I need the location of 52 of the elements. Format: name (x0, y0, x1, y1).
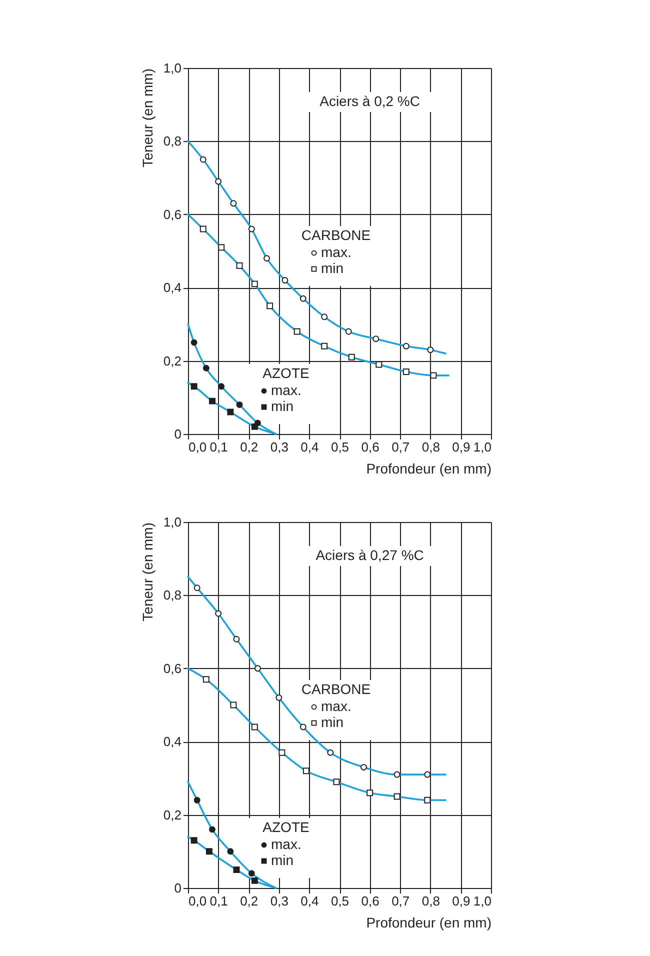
text: Aciers à 0,2 %C (320, 93, 420, 109)
legend-label: min (271, 852, 294, 868)
y-tick-label: 0,4 (163, 280, 182, 296)
x-axis-title: Profondeur (en mm) (366, 460, 492, 476)
y-tick-label: 0,6 (163, 660, 182, 676)
legend-label: max. (271, 382, 302, 398)
x-tick-label: 0,1 (210, 894, 228, 908)
x-tick-label: 0,2 (240, 440, 258, 454)
x-tick-label: 0,3 (270, 440, 288, 454)
y-tick-label: 0,4 (163, 734, 182, 750)
annotation: AZOTE (262, 819, 310, 835)
x-tick-label: 0,7 (392, 894, 410, 908)
y-tick-label: 1,0 (163, 60, 182, 76)
y-tick-label: 0 (174, 426, 182, 442)
x-tick-label: 0,8 (422, 894, 440, 908)
x-tick-label: 1,0 (473, 894, 492, 908)
x-tick-label: 0,9 (452, 440, 470, 454)
legend-label: max. (321, 698, 352, 714)
y-tick-label: 0,8 (163, 134, 182, 149)
y-tick-label: 0,2 (163, 807, 182, 822)
x-tick-label: 0,9 (452, 894, 470, 908)
y-tick-label: 0 (174, 880, 182, 896)
y-tick-label: 0,2 (163, 353, 182, 368)
x-axis-title: Profondeur (en mm) (366, 914, 492, 930)
legend-label: min (271, 398, 294, 414)
y-tick-label: 1,0 (163, 514, 182, 530)
x-tick-label: 0,3 (270, 894, 288, 908)
x-tick-label: 0,4 (300, 440, 319, 454)
x-tick-label: 0,0 (188, 894, 207, 908)
annotation: AZOTE (262, 365, 310, 381)
x-tick-label: 1,0 (473, 440, 492, 454)
legend-label: min (321, 260, 344, 276)
x-tick-label: 0,1 (210, 440, 228, 454)
y-tick-label: 0,6 (163, 206, 182, 222)
x-tick-label: 0,4 (300, 894, 319, 908)
x-tick-label: 0,5 (330, 440, 350, 454)
legend-label: max. (321, 244, 352, 260)
x-tick-label: 0,0 (188, 440, 207, 454)
x-tick-label: 0,7 (392, 440, 410, 454)
annotation: CARBONE (301, 227, 371, 243)
y-axis-title: Teneur (en mm) (139, 68, 156, 168)
legend-label: min (321, 714, 344, 730)
x-tick-label: 0,6 (361, 440, 380, 454)
legend-label: max. (271, 836, 302, 852)
x-tick-label: 0,2 (240, 894, 258, 908)
annotation: CARBONE (301, 681, 371, 697)
text: Aciers à 0,27 %C (316, 547, 424, 563)
x-tick-label: 0,5 (330, 894, 350, 908)
y-axis-title: Teneur (en mm) (139, 522, 156, 622)
x-tick-label: 0,8 (422, 440, 440, 454)
x-tick-label: 0,6 (361, 894, 380, 908)
y-tick-label: 0,8 (163, 588, 182, 603)
